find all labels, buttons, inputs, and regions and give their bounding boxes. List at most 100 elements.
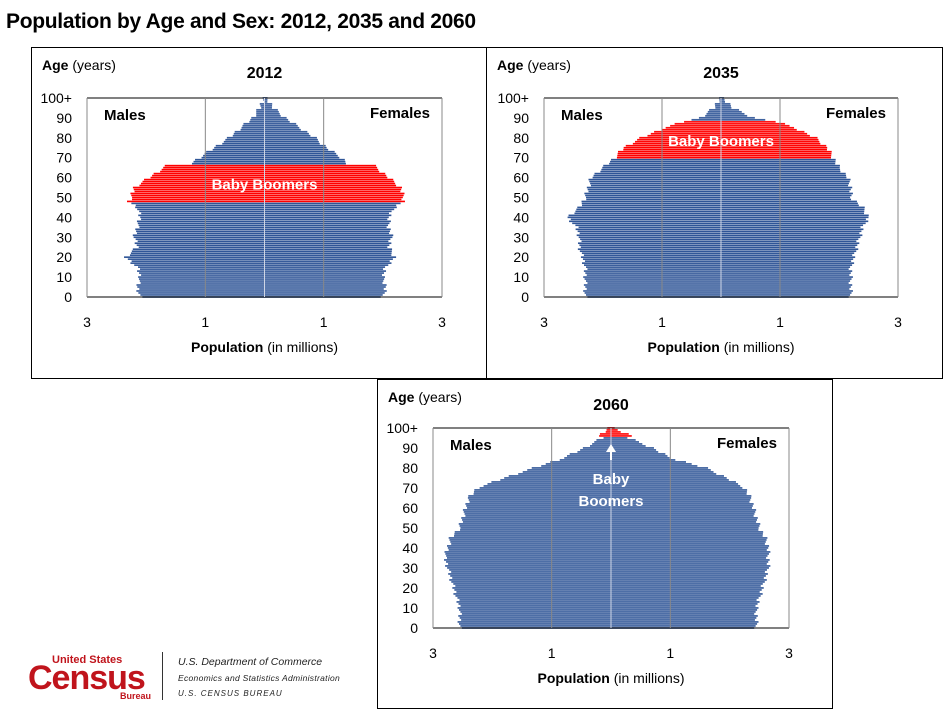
bar-male-age-94 bbox=[596, 439, 611, 441]
bar-female-age-31 bbox=[721, 234, 862, 236]
bar-male-age-30 bbox=[134, 236, 265, 238]
bar-female-age-82 bbox=[611, 463, 692, 465]
bar-male-age-24 bbox=[133, 248, 265, 250]
y-tick-label: 30 bbox=[513, 229, 529, 245]
bar-male-age-28 bbox=[451, 571, 611, 573]
bar-female-age-86 bbox=[611, 455, 667, 457]
x-tick-label: 1 bbox=[201, 314, 209, 330]
bar-female-age-42 bbox=[265, 212, 389, 214]
bar-male-age-20 bbox=[124, 256, 264, 258]
bar-female-age-89 bbox=[265, 119, 289, 121]
bar-female-age-16 bbox=[721, 264, 852, 266]
bar-female-age-91 bbox=[721, 115, 747, 117]
dept-line-commerce: U.S. Department of Commerce bbox=[178, 654, 340, 670]
bar-female-age-36 bbox=[721, 224, 863, 226]
bar-male-age-17 bbox=[582, 262, 721, 264]
bar-male-age-44 bbox=[576, 208, 721, 210]
bar-female-age-70 bbox=[265, 157, 340, 159]
bar-female-age-67 bbox=[265, 163, 346, 165]
bar-female-age-20 bbox=[265, 256, 397, 258]
bar-male-age-28 bbox=[582, 240, 721, 242]
bar-female-age-88 bbox=[721, 121, 776, 123]
y-tick-label: 10 bbox=[513, 269, 529, 285]
bar-female-age-44 bbox=[721, 208, 864, 210]
bar-male-age-17 bbox=[453, 593, 611, 595]
bar-male-age-37 bbox=[138, 222, 265, 224]
bar-female-age-13 bbox=[721, 270, 852, 272]
bar-male-age-33 bbox=[578, 230, 721, 232]
bar-female-age-26 bbox=[721, 244, 857, 246]
bar-male-age-83 bbox=[235, 131, 265, 133]
bar-female-age-89 bbox=[611, 449, 656, 451]
bar-male-age-76 bbox=[216, 145, 265, 147]
bar-female-age-99 bbox=[611, 429, 618, 431]
bar-female-age-85 bbox=[611, 457, 670, 459]
bar-male-age-60 bbox=[593, 177, 721, 179]
census-logo: United States Census Bureau bbox=[28, 652, 158, 702]
bar-male-age-18 bbox=[585, 260, 721, 262]
females-label: Females bbox=[717, 435, 777, 452]
bar-female-age-33 bbox=[721, 230, 861, 232]
bar-male-age-92 bbox=[592, 443, 611, 445]
y-tick-label: 90 bbox=[56, 110, 72, 126]
bar-male-age-4 bbox=[461, 619, 611, 621]
bar-female-age-3 bbox=[721, 290, 853, 292]
x-axis-label-bold: Population bbox=[537, 670, 609, 686]
y-tick-label: 60 bbox=[513, 170, 529, 186]
bar-female-age-91 bbox=[611, 445, 646, 447]
bar-female-age-50 bbox=[721, 197, 850, 199]
bar-male-age-45 bbox=[577, 206, 721, 208]
bar-female-age-19 bbox=[721, 258, 853, 260]
bar-female-age-63 bbox=[265, 171, 380, 173]
bar-male-age-29 bbox=[449, 569, 611, 571]
bar-male-age-56 bbox=[591, 185, 721, 187]
bar-male-age-36 bbox=[575, 224, 721, 226]
bar-male-age-47 bbox=[131, 202, 264, 204]
svg-text:Bureau: Bureau bbox=[120, 691, 151, 701]
y-axis-label-rest: (years) bbox=[523, 57, 570, 73]
bar-male-age-65 bbox=[163, 167, 264, 169]
bar-male-age-13 bbox=[456, 601, 611, 603]
bar-male-age-89 bbox=[580, 449, 611, 451]
bar-female-age-65 bbox=[265, 167, 378, 169]
bar-female-age-40 bbox=[721, 216, 869, 218]
bar-male-age-95 bbox=[604, 437, 611, 439]
bar-male-age-19 bbox=[128, 258, 265, 260]
bar-female-age-18 bbox=[721, 260, 851, 262]
y-tick-label: 40 bbox=[56, 209, 72, 225]
baby-boomers-label-line-2: Boomers bbox=[578, 493, 643, 510]
bar-male-age-21 bbox=[584, 254, 721, 256]
bar-male-age-91 bbox=[590, 445, 611, 447]
y-axis-label-bold: Age bbox=[497, 57, 524, 73]
bar-male-age-61 bbox=[594, 175, 721, 177]
page-title: Population by Age and Sex: 2012, 2035 an… bbox=[6, 10, 476, 34]
bar-male-age-77 bbox=[222, 143, 264, 145]
bar-female-age-30 bbox=[265, 236, 393, 238]
bar-female-age-39 bbox=[611, 549, 767, 551]
bar-female-age-73 bbox=[611, 481, 736, 483]
y-tick-label: 30 bbox=[56, 229, 72, 245]
bar-male-age-94 bbox=[709, 109, 721, 111]
x-tick-label: 1 bbox=[320, 314, 328, 330]
bar-male-age-14 bbox=[140, 268, 264, 270]
bar-male-age-85 bbox=[242, 127, 265, 129]
bar-female-age-83 bbox=[265, 131, 308, 133]
bar-male-age-25 bbox=[452, 577, 611, 579]
bar-female-age-96 bbox=[265, 105, 273, 107]
bars bbox=[444, 427, 770, 629]
bar-female-age-17 bbox=[611, 593, 763, 595]
bar-female-age-6 bbox=[265, 284, 387, 286]
bar-female-age-7 bbox=[721, 282, 849, 284]
bar-male-age-42 bbox=[141, 212, 264, 214]
bar-male-age-2 bbox=[585, 292, 721, 294]
bar-female-age-24 bbox=[611, 579, 767, 581]
bar-female-age-72 bbox=[265, 153, 337, 155]
bar-female-age-94 bbox=[265, 109, 278, 111]
bar-female-age-86 bbox=[721, 125, 790, 127]
bar-male-age-21 bbox=[455, 585, 611, 587]
bar-male-age-92 bbox=[706, 113, 721, 115]
bar-male-age-53 bbox=[463, 521, 611, 523]
bar-female-age-16 bbox=[265, 264, 389, 266]
bar-female-age-42 bbox=[721, 212, 864, 214]
bar-female-age-12 bbox=[721, 272, 851, 274]
